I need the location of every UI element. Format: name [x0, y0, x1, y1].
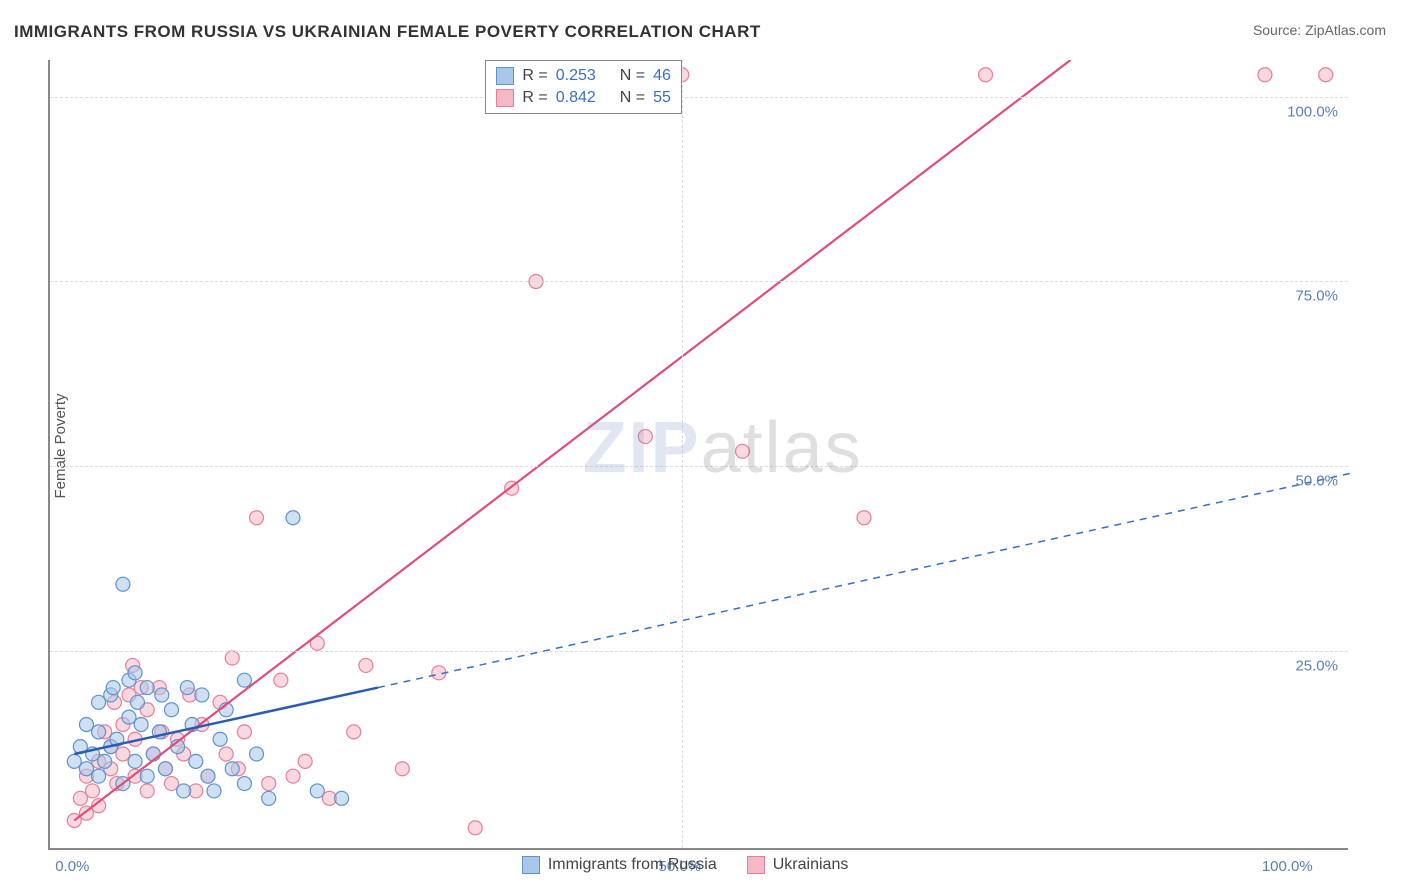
data-point: [134, 717, 148, 731]
legend-item: Immigrants from Russia: [522, 856, 717, 874]
data-point: [237, 673, 251, 687]
gridline-h: [50, 466, 1348, 467]
data-point: [92, 769, 106, 783]
x-tick-label: 0.0%: [55, 858, 89, 875]
legend-row: R = 0.253 N = 46: [496, 65, 671, 87]
gridline-h: [50, 97, 1348, 98]
data-point: [207, 784, 221, 798]
data-point: [213, 732, 227, 746]
data-point: [395, 762, 409, 776]
trend-line: [74, 60, 1070, 820]
data-point: [79, 717, 93, 731]
data-point: [359, 658, 373, 672]
data-point: [274, 673, 288, 687]
data-point: [979, 68, 993, 82]
data-point: [106, 681, 120, 695]
gridline-v: [682, 60, 683, 848]
y-tick-label: 25.0%: [1295, 657, 1338, 674]
data-point: [140, 681, 154, 695]
data-point: [225, 651, 239, 665]
data-point: [310, 784, 324, 798]
chart-container: IMMIGRANTS FROM RUSSIA VS UKRAINIAN FEMA…: [0, 0, 1406, 892]
data-point: [237, 725, 251, 739]
data-point: [286, 511, 300, 525]
data-point: [158, 762, 172, 776]
data-point: [130, 695, 144, 709]
data-point: [262, 777, 276, 791]
data-point: [116, 577, 130, 591]
r-value: 0.253: [556, 67, 596, 85]
data-point: [237, 777, 251, 791]
data-point: [128, 754, 142, 768]
data-point: [250, 511, 264, 525]
data-point: [116, 747, 130, 761]
data-point: [189, 754, 203, 768]
data-point: [1258, 68, 1272, 82]
data-point: [92, 695, 106, 709]
legend-swatch: [747, 856, 765, 874]
n-label: N =: [620, 89, 645, 107]
data-point: [195, 688, 209, 702]
y-tick-label: 75.0%: [1295, 288, 1338, 305]
data-point: [638, 430, 652, 444]
data-point: [177, 784, 191, 798]
data-point: [164, 703, 178, 717]
legend-swatch: [522, 856, 540, 874]
data-point: [1319, 68, 1333, 82]
r-label: R =: [522, 67, 547, 85]
data-point: [79, 762, 93, 776]
legend-row: R = 0.842 N = 55: [496, 87, 671, 109]
r-value: 0.842: [556, 89, 596, 107]
y-tick-label: 100.0%: [1287, 103, 1338, 120]
data-point: [155, 688, 169, 702]
data-point: [468, 821, 482, 835]
data-point: [180, 681, 194, 695]
data-point: [122, 710, 136, 724]
data-point: [736, 444, 750, 458]
plot-svg: [50, 60, 1350, 850]
plot-area: 25.0% 50.0% 75.0% 100.0%: [48, 60, 1348, 850]
data-point: [86, 784, 100, 798]
data-point: [347, 725, 361, 739]
data-point: [298, 754, 312, 768]
source-label: Source: ZipAtlas.com: [1253, 22, 1386, 38]
legend-swatch: [496, 89, 514, 107]
data-point: [67, 754, 81, 768]
data-point: [140, 769, 154, 783]
legend-label: Ukrainians: [773, 856, 849, 874]
chart-title: IMMIGRANTS FROM RUSSIA VS UKRAINIAN FEMA…: [14, 22, 761, 42]
data-point: [857, 511, 871, 525]
series-legend: Immigrants from Russia Ukrainians: [522, 856, 849, 874]
data-point: [250, 747, 264, 761]
data-point: [286, 769, 300, 783]
correlation-legend: R = 0.253 N = 46 R = 0.842 N = 55: [485, 60, 682, 114]
x-tick-label: 100.0%: [1262, 858, 1313, 875]
y-tick-label: 50.0%: [1295, 473, 1338, 490]
data-point: [140, 784, 154, 798]
legend-label: Immigrants from Russia: [548, 856, 717, 874]
n-value: 55: [653, 89, 671, 107]
gridline-h: [50, 651, 1348, 652]
data-point: [73, 791, 87, 805]
data-point: [164, 777, 178, 791]
data-point: [92, 725, 106, 739]
data-point: [219, 747, 233, 761]
legend-item: Ukrainians: [747, 856, 849, 874]
n-label: N =: [620, 67, 645, 85]
data-point: [98, 754, 112, 768]
n-value: 46: [653, 67, 671, 85]
data-point: [335, 791, 349, 805]
gridline-h: [50, 281, 1348, 282]
data-point: [262, 791, 276, 805]
legend-swatch: [496, 67, 514, 85]
data-point: [128, 666, 142, 680]
trend-line: [378, 473, 1350, 687]
data-point: [225, 762, 239, 776]
data-point: [201, 769, 215, 783]
r-label: R =: [522, 89, 547, 107]
